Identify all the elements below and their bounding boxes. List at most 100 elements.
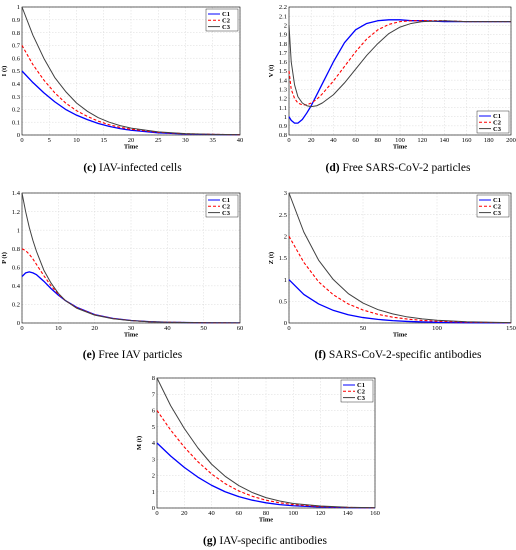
y-tick-label: 0 — [17, 132, 20, 139]
y-tick-label: 0.4 — [12, 283, 21, 290]
y-tick-label: 1 — [17, 4, 20, 11]
x-tick-label: 50 — [200, 325, 207, 332]
plot-frame — [288, 192, 512, 324]
series-line-c1 — [288, 279, 512, 324]
y-axis-label: P (t) — [1, 252, 8, 264]
y-tick-label: 0.5 — [12, 68, 20, 75]
legend-label: C2 — [493, 204, 501, 211]
x-tick-label: 60 — [236, 510, 243, 517]
y-tick-label: 0.9 — [279, 123, 287, 130]
y-tick-label: 2.2 — [279, 4, 287, 11]
y-tick-label: 2 — [152, 473, 155, 480]
y-tick-label: 0.8 — [12, 246, 20, 253]
x-tick-label: 100 — [395, 137, 405, 144]
series-line-c2 — [288, 236, 512, 324]
y-axis-label: I (t) — [1, 66, 8, 77]
legend-label: C3 — [222, 24, 231, 31]
caption-g: (g) IAV-specific antibodies — [203, 535, 327, 547]
y-tick-label: 0.7 — [12, 43, 21, 50]
x-tick-label: 40 — [164, 325, 171, 332]
y-tick-label: 0.8 — [279, 132, 287, 139]
y-tick-label: 0.1 — [12, 119, 20, 126]
series-line-c2 — [288, 20, 511, 106]
x-tick-label: 150 — [506, 325, 516, 332]
y-tick-label: 1 — [284, 277, 287, 284]
x-tick-label: 120 — [316, 510, 326, 517]
y-tick-label: 0.8 — [12, 30, 20, 37]
y-tick-label: 1 — [284, 114, 287, 121]
x-tick-label: 160 — [370, 510, 380, 517]
x-tick-label: 140 — [440, 137, 450, 144]
y-tick-label: 7 — [152, 391, 156, 398]
y-tick-label: 1.2 — [12, 209, 20, 216]
series-line-c2 — [156, 410, 376, 509]
x-tick-label: 100 — [288, 510, 298, 517]
x-axis-label: Time — [124, 144, 138, 151]
y-tick-label: 0 — [152, 505, 155, 512]
y-tick-label: 8 — [152, 375, 155, 382]
series-line-c2 — [21, 45, 241, 136]
legend-label: C1 — [357, 382, 365, 389]
series-line-c3 — [288, 20, 511, 108]
y-tick-label: 5 — [152, 424, 155, 431]
y-tick-label: 0 — [284, 320, 287, 327]
series-line-c3 — [156, 377, 376, 509]
legend-label: C1 — [222, 11, 230, 18]
x-tick-label: 0 — [155, 510, 158, 517]
legend-label: C3 — [222, 210, 231, 217]
legend-label: C2 — [222, 204, 230, 211]
x-tick-label: 10 — [55, 325, 62, 332]
chart-1: 0 20 40 60 80 100 120 140 160 180 200 0.8 0.9 1 1.1 1.2… — [268, 4, 516, 150]
x-tick-label: 180 — [484, 137, 494, 144]
x-tick-label: 0 — [287, 137, 290, 144]
caption-d: (d) Free SARS-CoV-2 particles — [325, 162, 471, 174]
y-tick-label: 0.6 — [12, 264, 21, 271]
x-tick-label: 5 — [48, 137, 51, 144]
y-tick-label: 1.4 — [12, 190, 21, 197]
caption-c: (c) IAV-infected cells — [83, 162, 182, 174]
x-axis-label: Time — [124, 332, 138, 339]
y-tick-label: 1.5 — [279, 255, 287, 262]
x-tick-label: 100 — [432, 325, 442, 332]
y-tick-label: 1.9 — [279, 32, 287, 39]
legend-label: C1 — [493, 113, 501, 120]
y-tick-label: 1.8 — [279, 41, 287, 48]
legend-label: C2 — [357, 389, 365, 396]
chart-4: 0 20 40 60 80 100 120 140 160 0 1 2 3 4 5 6 7 8 Time M (t) C… — [136, 375, 380, 523]
x-tick-label: 60 — [352, 137, 359, 144]
x-tick-label: 25 — [155, 137, 162, 144]
caption-e: (e) Free IAV particles — [82, 349, 183, 361]
y-tick-label: 3 — [284, 190, 287, 197]
y-tick-label: 0.5 — [279, 299, 287, 306]
y-tick-label: 1.5 — [279, 68, 287, 75]
x-tick-label: 0 — [20, 325, 23, 332]
series-line-c3 — [21, 6, 241, 136]
series-line-c1 — [156, 442, 376, 509]
x-tick-label: 20 — [91, 325, 98, 332]
x-axis-label: Time — [393, 144, 407, 151]
y-tick-label: 6 — [152, 408, 156, 415]
y-tick-label: 4 — [152, 440, 156, 447]
y-tick-label: 2 — [284, 22, 287, 29]
y-tick-label: 1.7 — [279, 50, 288, 57]
y-tick-label: 1.3 — [279, 86, 287, 93]
x-tick-label: 40 — [208, 510, 215, 517]
x-axis-label: Time — [259, 517, 273, 524]
chart-2: 0 10 20 30 40 50 60 0 0.2 0.4 0.6 0.8 1 1.2 1.4 Time P (… — [1, 190, 243, 338]
legend-label: C1 — [222, 197, 230, 204]
y-tick-label: 1 — [152, 489, 155, 496]
plot-frame — [21, 192, 241, 324]
x-tick-label: 80 — [375, 137, 382, 144]
caption-f: (f) SARS-CoV-2-specific antibodies — [314, 349, 482, 361]
y-tick-label: 1.2 — [279, 96, 287, 103]
x-tick-label: 15 — [101, 137, 108, 144]
x-tick-label: 50 — [360, 325, 367, 332]
series-line-c1 — [21, 70, 241, 136]
legend-label: C2 — [222, 18, 230, 25]
y-tick-label: 0.6 — [12, 55, 21, 62]
y-tick-label: 0.9 — [12, 17, 20, 24]
